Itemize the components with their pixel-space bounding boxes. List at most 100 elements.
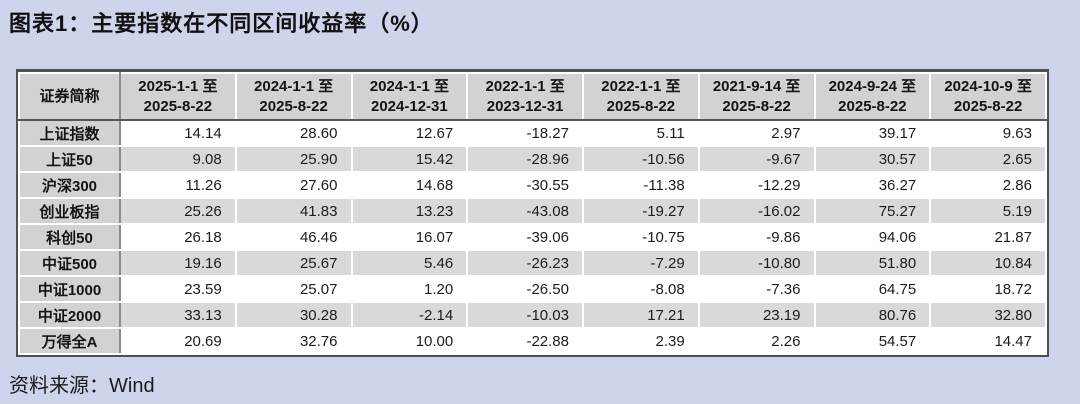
returns-table-wrapper: 证券简称 2025-1-1 至 2025-8-22 2024-1-1 至 2025-… bbox=[16, 69, 1049, 357]
return-value-cell: -7.29 bbox=[582, 249, 700, 277]
index-name-cell: 上证50 bbox=[18, 145, 121, 173]
return-value-cell: 25.26 bbox=[119, 197, 237, 225]
return-value-cell: -26.23 bbox=[466, 249, 584, 277]
return-value-cell: -7.36 bbox=[697, 275, 816, 303]
return-value-cell: -8.08 bbox=[582, 275, 700, 303]
return-value-cell: -18.27 bbox=[466, 119, 584, 147]
return-value-cell: 25.07 bbox=[234, 275, 353, 303]
return-value-cell: 17.21 bbox=[582, 301, 700, 329]
return-value-cell: -10.80 bbox=[697, 249, 816, 277]
return-value-cell: -9.67 bbox=[697, 145, 816, 173]
return-value-cell: 11.26 bbox=[119, 171, 237, 199]
return-value-cell: 26.18 bbox=[119, 223, 237, 251]
return-value-cell: 51.80 bbox=[813, 249, 932, 277]
index-name-cell: 上证指数 bbox=[18, 119, 121, 147]
return-value-cell: 32.80 bbox=[929, 301, 1047, 329]
return-value-cell: 10.00 bbox=[350, 327, 469, 355]
table-row: 上证50 9.08 25.90 15.42 -28.96 -10.56 -9.67 30.57… bbox=[18, 145, 1047, 173]
table-row: 中证2000 33.13 30.28 -2.14 -10.03 17.21 23.19 80.… bbox=[18, 301, 1047, 329]
col-header-period: 2022-1-1 至 2025-8-22 bbox=[582, 72, 700, 121]
return-value-cell: -12.29 bbox=[697, 171, 816, 199]
return-value-cell: 19.16 bbox=[119, 249, 237, 277]
return-value-cell: 25.67 bbox=[234, 249, 353, 277]
col-header-period: 2022-1-1 至 2023-12-31 bbox=[466, 72, 584, 121]
return-value-cell: -26.50 bbox=[466, 275, 584, 303]
return-value-cell: 25.90 bbox=[234, 145, 353, 173]
return-value-cell: 2.39 bbox=[582, 327, 700, 355]
return-value-cell: 30.28 bbox=[234, 301, 353, 329]
table-header-row: 证券简称 2025-1-1 至 2025-8-22 2024-1-1 至 2025-… bbox=[18, 72, 1047, 121]
return-value-cell: 32.76 bbox=[234, 327, 353, 355]
return-value-cell: 18.72 bbox=[929, 275, 1047, 303]
return-value-cell: 64.75 bbox=[813, 275, 932, 303]
return-value-cell: 9.08 bbox=[119, 145, 237, 173]
return-value-cell: -39.06 bbox=[466, 223, 584, 251]
return-value-cell: -43.08 bbox=[466, 197, 584, 225]
return-value-cell: 14.14 bbox=[119, 119, 237, 147]
return-value-cell: 2.86 bbox=[929, 171, 1047, 199]
return-value-cell: 30.57 bbox=[813, 145, 932, 173]
return-value-cell: 14.47 bbox=[929, 327, 1047, 355]
return-value-cell: 80.76 bbox=[813, 301, 932, 329]
return-value-cell: 15.42 bbox=[350, 145, 469, 173]
index-name-cell: 万得全A bbox=[18, 327, 121, 355]
data-source-note: 资料来源：Wind bbox=[9, 375, 155, 397]
col-header-period: 2024-10-9 至 2025-8-22 bbox=[929, 72, 1047, 121]
col-header-period: 2021-9-14 至 2025-8-22 bbox=[697, 72, 816, 121]
return-value-cell: 5.11 bbox=[582, 119, 700, 147]
return-value-cell: -10.75 bbox=[582, 223, 700, 251]
table-body: 上证指数 14.14 28.60 12.67 -18.27 5.11 2.97 39.17 9.… bbox=[18, 119, 1047, 355]
return-value-cell: 23.19 bbox=[697, 301, 816, 329]
col-header-period: 2024-1-1 至 2025-8-22 bbox=[234, 72, 353, 121]
returns-table: 证券简称 2025-1-1 至 2025-8-22 2024-1-1 至 2025-… bbox=[18, 72, 1047, 355]
table-row: 沪深300 11.26 27.60 14.68 -30.55 -11.38 -12.29 36… bbox=[18, 171, 1047, 199]
return-value-cell: 94.06 bbox=[813, 223, 932, 251]
return-value-cell: 20.69 bbox=[119, 327, 237, 355]
table-row: 中证1000 23.59 25.07 1.20 -26.50 -8.08 -7.36 64.7… bbox=[18, 275, 1047, 303]
return-value-cell: 14.68 bbox=[350, 171, 469, 199]
return-value-cell: 2.65 bbox=[929, 145, 1047, 173]
index-name-cell: 中证1000 bbox=[18, 275, 121, 303]
return-value-cell: -9.86 bbox=[697, 223, 816, 251]
return-value-cell: -2.14 bbox=[350, 301, 469, 329]
return-value-cell: 10.84 bbox=[929, 249, 1047, 277]
return-value-cell: 9.63 bbox=[929, 119, 1047, 147]
return-value-cell: -28.96 bbox=[466, 145, 584, 173]
return-value-cell: -16.02 bbox=[697, 197, 816, 225]
return-value-cell: 5.46 bbox=[350, 249, 469, 277]
return-value-cell: -19.27 bbox=[582, 197, 700, 225]
return-value-cell: 2.97 bbox=[697, 119, 816, 147]
return-value-cell: 28.60 bbox=[234, 119, 353, 147]
index-name-cell: 中证2000 bbox=[18, 301, 121, 329]
return-value-cell: 1.20 bbox=[350, 275, 469, 303]
table-row: 万得全A 20.69 32.76 10.00 -22.88 2.39 2.26 54.57 14… bbox=[18, 327, 1047, 355]
table-row: 创业板指 25.26 41.83 13.23 -43.08 -19.27 -16.02 75.… bbox=[18, 197, 1047, 225]
return-value-cell: 16.07 bbox=[350, 223, 469, 251]
return-value-cell: 5.19 bbox=[929, 197, 1047, 225]
table-header: 证券简称 2025-1-1 至 2025-8-22 2024-1-1 至 2025-… bbox=[18, 72, 1047, 121]
index-name-cell: 沪深300 bbox=[18, 171, 121, 199]
return-value-cell: -10.56 bbox=[582, 145, 700, 173]
return-value-cell: 21.87 bbox=[929, 223, 1047, 251]
return-value-cell: 36.27 bbox=[813, 171, 932, 199]
return-value-cell: 33.13 bbox=[119, 301, 237, 329]
figure-title: 图表1：主要指数在不同区间收益率（%） bbox=[9, 11, 434, 36]
table-row: 科创50 26.18 46.46 16.07 -39.06 -10.75 -9.86 94.0… bbox=[18, 223, 1047, 251]
return-value-cell: 13.23 bbox=[350, 197, 469, 225]
return-value-cell: 27.60 bbox=[234, 171, 353, 199]
return-value-cell: 2.26 bbox=[697, 327, 816, 355]
return-value-cell: 12.67 bbox=[350, 119, 469, 147]
return-value-cell: 46.46 bbox=[234, 223, 353, 251]
return-value-cell: -22.88 bbox=[466, 327, 584, 355]
col-header-period: 2025-1-1 至 2025-8-22 bbox=[119, 72, 237, 121]
return-value-cell: 39.17 bbox=[813, 119, 932, 147]
return-value-cell: 54.57 bbox=[813, 327, 932, 355]
index-name-cell: 创业板指 bbox=[18, 197, 121, 225]
index-name-cell: 中证500 bbox=[18, 249, 121, 277]
table-row: 上证指数 14.14 28.60 12.67 -18.27 5.11 2.97 39.17 9.… bbox=[18, 119, 1047, 147]
return-value-cell: -30.55 bbox=[466, 171, 584, 199]
return-value-cell: 75.27 bbox=[813, 197, 932, 225]
col-header-period: 2024-9-24 至 2025-8-22 bbox=[813, 72, 932, 121]
return-value-cell: -11.38 bbox=[582, 171, 700, 199]
